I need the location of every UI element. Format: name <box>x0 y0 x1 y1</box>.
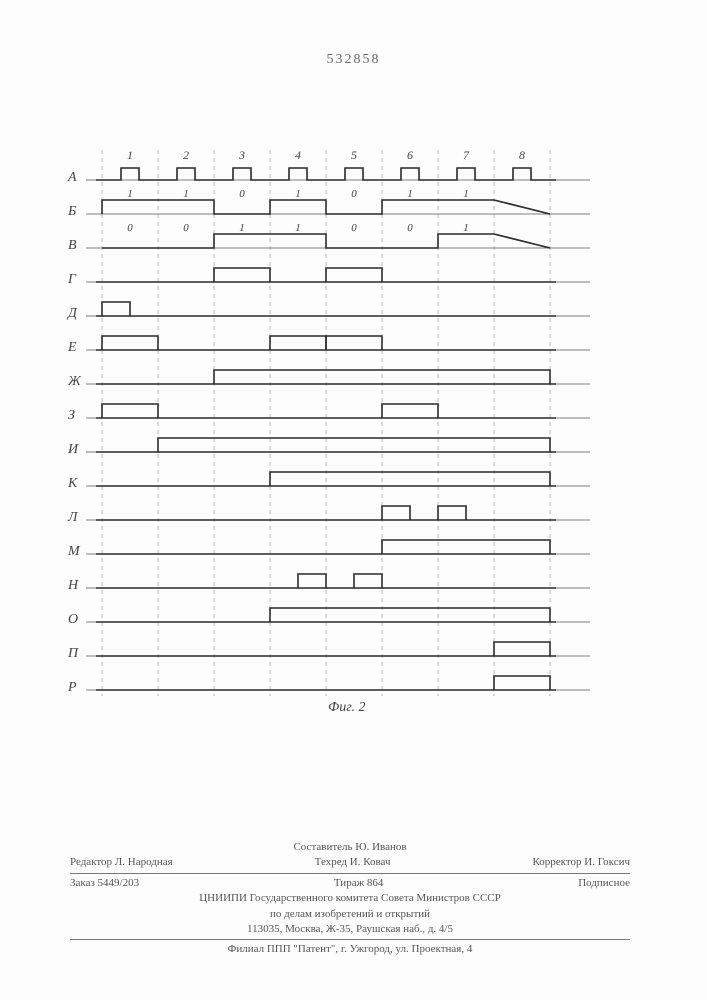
cell-value: 0 <box>214 188 270 200</box>
row-label: А <box>68 170 77 186</box>
row-label: И <box>68 442 78 458</box>
row-label: З <box>68 408 75 424</box>
row-label: Г <box>68 272 76 288</box>
footer-addr: 113035, Москва, Ж-35, Раушская наб., д. … <box>70 922 630 937</box>
figure-caption: Фиг. 2 <box>328 700 366 716</box>
cell-value: 1 <box>214 222 270 234</box>
cell-value: 1 <box>270 222 326 234</box>
cell-value: 1 <box>438 188 494 200</box>
footer-subscribe: Подписное <box>578 876 630 891</box>
footer-branch: Филиал ППП "Патент", г. Ужгород, ул. Про… <box>70 942 630 957</box>
footer-order: Заказ 5449/203 <box>70 876 139 891</box>
footer-rule-1 <box>70 873 630 874</box>
footer-tech: Техред И. Ковач <box>315 855 391 870</box>
row-label: Б <box>68 204 76 220</box>
cell-value: 0 <box>326 188 382 200</box>
col-number: 7 <box>438 148 494 163</box>
footer-org2: по делам изобретений и открытий <box>70 907 630 922</box>
row-label: Ж <box>68 374 81 390</box>
row-label: Н <box>68 578 78 594</box>
cell-value: 1 <box>382 188 438 200</box>
cell-value: 1 <box>438 222 494 234</box>
row-label: Д <box>68 306 77 322</box>
col-number: 1 <box>102 148 158 163</box>
cell-value: 0 <box>326 222 382 234</box>
cell-value: 0 <box>158 222 214 234</box>
col-number: 5 <box>326 148 382 163</box>
row-label: О <box>68 612 78 628</box>
cell-value: 0 <box>382 222 438 234</box>
footer-rule-2 <box>70 939 630 940</box>
col-number: 8 <box>494 148 550 163</box>
cell-value: 1 <box>158 188 214 200</box>
page-number: 532858 <box>327 52 381 68</box>
row-label: К <box>68 476 77 492</box>
col-number: 3 <box>214 148 270 163</box>
timing-diagram: 12345678АБВГДЕЖЗИКЛМНОПР11010110011001 Ф… <box>68 140 630 718</box>
row-label: Е <box>68 340 77 356</box>
row-label: М <box>68 544 80 560</box>
cell-value: 1 <box>270 188 326 200</box>
footer-block: Составитель Ю. Иванов Редактор Л. Народн… <box>70 840 630 958</box>
cell-value: 0 <box>102 222 158 234</box>
footer-line1: Составитель Ю. Иванов <box>70 840 630 855</box>
footer-tirage: Тираж 864 <box>334 876 384 891</box>
col-number: 4 <box>270 148 326 163</box>
footer-org1: ЦНИИПИ Государственного комитета Совета … <box>70 891 630 906</box>
footer-corrector: Корректор И. Гоксич <box>533 855 631 870</box>
row-label: Л <box>68 510 77 526</box>
col-number: 2 <box>158 148 214 163</box>
col-number: 6 <box>382 148 438 163</box>
row-label: В <box>68 238 77 254</box>
row-label: Р <box>68 680 77 696</box>
footer-editor: Редактор Л. Народная <box>70 855 173 870</box>
cell-value: 1 <box>102 188 158 200</box>
row-label: П <box>68 646 78 662</box>
